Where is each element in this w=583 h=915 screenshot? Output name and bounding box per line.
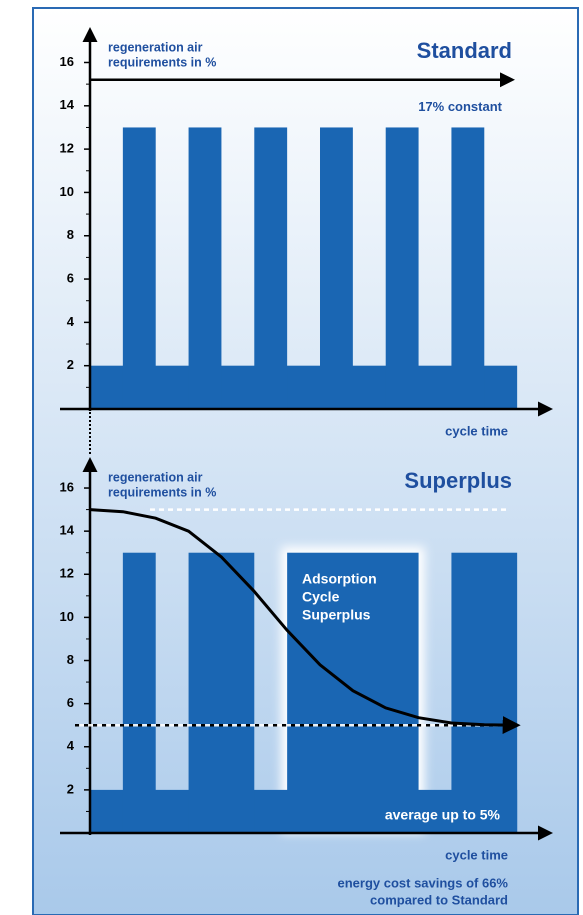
y-tick-label: 10 [60,609,74,624]
pulse [254,127,288,409]
pulse [451,127,485,409]
y-tick-label: 4 [67,314,75,329]
y-axis-label: regeneration air [108,470,203,484]
y-tick-label: 12 [60,141,74,156]
pulse [451,552,518,833]
x-axis-label: cycle time [445,847,508,862]
y-tick-label: 8 [67,652,74,667]
pulse [188,127,222,409]
x-axis-label: cycle time [445,423,508,438]
footnote: energy cost savings of 66% [337,875,508,890]
curve [89,508,521,735]
pulse [122,127,156,409]
y-tick-label: 6 [67,695,74,710]
annotation: Adsorption [302,571,377,587]
annotation: 17% constant [418,99,502,114]
y-axis-label: regeneration air [108,40,203,54]
y-axis-label: requirements in % [108,485,216,499]
base-band [90,365,518,409]
chart-title: Standard [417,38,512,63]
y-tick-label: 12 [60,566,74,581]
footnote: compared to Standard [370,892,508,907]
y-tick-label: 16 [60,479,74,494]
y-tick-label: 14 [60,523,75,538]
average-label: average up to 5% [385,807,501,823]
y-tick-label: 2 [67,781,74,796]
y-tick-label: 10 [60,184,74,199]
y-tick-label: 6 [67,270,74,285]
pulse [287,552,419,833]
pulse [122,552,156,833]
pulse [188,552,255,833]
y-tick-label: 4 [67,738,75,753]
annotation: Cycle [302,589,340,605]
y-tick-label: 16 [60,54,74,69]
y-tick-label: 14 [60,97,75,112]
pulse [320,127,353,409]
annotation: Superplus [302,607,371,623]
y-tick-label: 8 [67,227,74,242]
y-tick-label: 2 [67,357,74,372]
chart-title: Superplus [404,468,512,493]
pulse [385,127,419,409]
y-axis-label: requirements in % [108,55,216,69]
